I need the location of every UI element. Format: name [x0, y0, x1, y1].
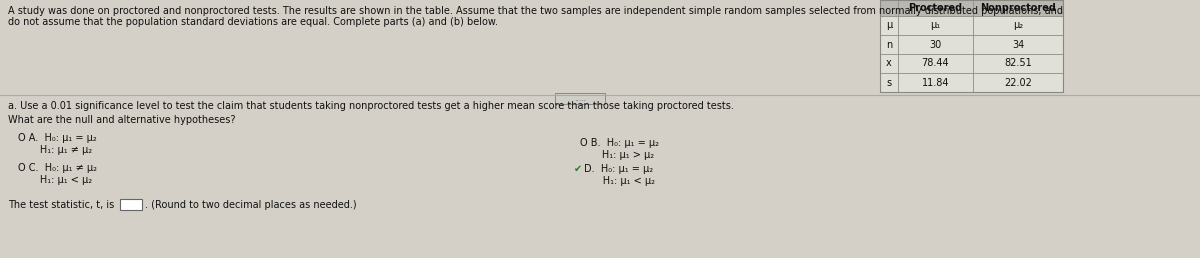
- Text: 78.44: 78.44: [922, 59, 949, 69]
- Text: What are the null and alternative hypotheses?: What are the null and alternative hypoth…: [8, 115, 235, 125]
- Bar: [898, 54, 973, 73]
- Bar: [880, 73, 898, 92]
- Text: 11.84: 11.84: [922, 77, 949, 87]
- Text: ✔: ✔: [574, 164, 582, 174]
- Text: a. Use a 0.01 significance level to test the claim that students taking nonproct: a. Use a 0.01 significance level to test…: [8, 101, 734, 111]
- Text: Nonproctored: Nonproctored: [980, 3, 1056, 13]
- Bar: [973, 54, 1063, 73]
- Bar: [880, 0, 1063, 92]
- Text: .....: .....: [574, 94, 586, 103]
- Text: 30: 30: [929, 39, 942, 50]
- Text: do not assume that the population standard deviations are equal. Complete parts : do not assume that the population standa…: [8, 17, 498, 27]
- Text: . (Round to two decimal places as needed.): . (Round to two decimal places as needed…: [145, 200, 356, 210]
- Bar: [120, 199, 142, 210]
- Text: The test statistic, t, is: The test statistic, t, is: [8, 200, 114, 210]
- Text: Proctored: Proctored: [908, 3, 962, 13]
- Text: μ₂: μ₂: [1013, 20, 1024, 30]
- Text: O A.  H₀: μ₁ = μ₂: O A. H₀: μ₁ = μ₂: [18, 133, 97, 143]
- Bar: [880, 0, 1063, 16]
- Text: H₁: μ₁ ≠ μ₂: H₁: μ₁ ≠ μ₂: [18, 145, 92, 155]
- Bar: [554, 93, 605, 104]
- Text: D.  H₀: μ₁ = μ₂: D. H₀: μ₁ = μ₂: [584, 164, 653, 174]
- Text: n: n: [886, 39, 892, 50]
- Text: O C.  H₀: μ₁ ≠ μ₂: O C. H₀: μ₁ ≠ μ₂: [18, 163, 97, 173]
- Bar: [880, 16, 898, 35]
- Bar: [880, 35, 898, 54]
- Bar: [898, 73, 973, 92]
- Bar: [973, 73, 1063, 92]
- Text: x: x: [886, 59, 892, 69]
- Bar: [973, 16, 1063, 35]
- Text: s: s: [887, 77, 892, 87]
- Text: O B.  H₀: μ₁ = μ₂: O B. H₀: μ₁ = μ₂: [580, 138, 659, 148]
- Text: 22.02: 22.02: [1004, 77, 1032, 87]
- Text: H₁: μ₁ < μ₂: H₁: μ₁ < μ₂: [18, 175, 92, 185]
- Bar: [898, 16, 973, 35]
- Text: 82.51: 82.51: [1004, 59, 1032, 69]
- Bar: [880, 54, 898, 73]
- Bar: [973, 35, 1063, 54]
- Text: μ₁: μ₁: [930, 20, 941, 30]
- Text: H₁: μ₁ < μ₂: H₁: μ₁ < μ₂: [584, 176, 655, 186]
- Text: μ: μ: [886, 20, 892, 30]
- Bar: [898, 35, 973, 54]
- Text: H₁: μ₁ > μ₂: H₁: μ₁ > μ₂: [580, 150, 654, 160]
- Text: 34: 34: [1012, 39, 1024, 50]
- Text: A study was done on proctored and nonproctored tests. The results are shown in t: A study was done on proctored and nonpro…: [8, 6, 1063, 16]
